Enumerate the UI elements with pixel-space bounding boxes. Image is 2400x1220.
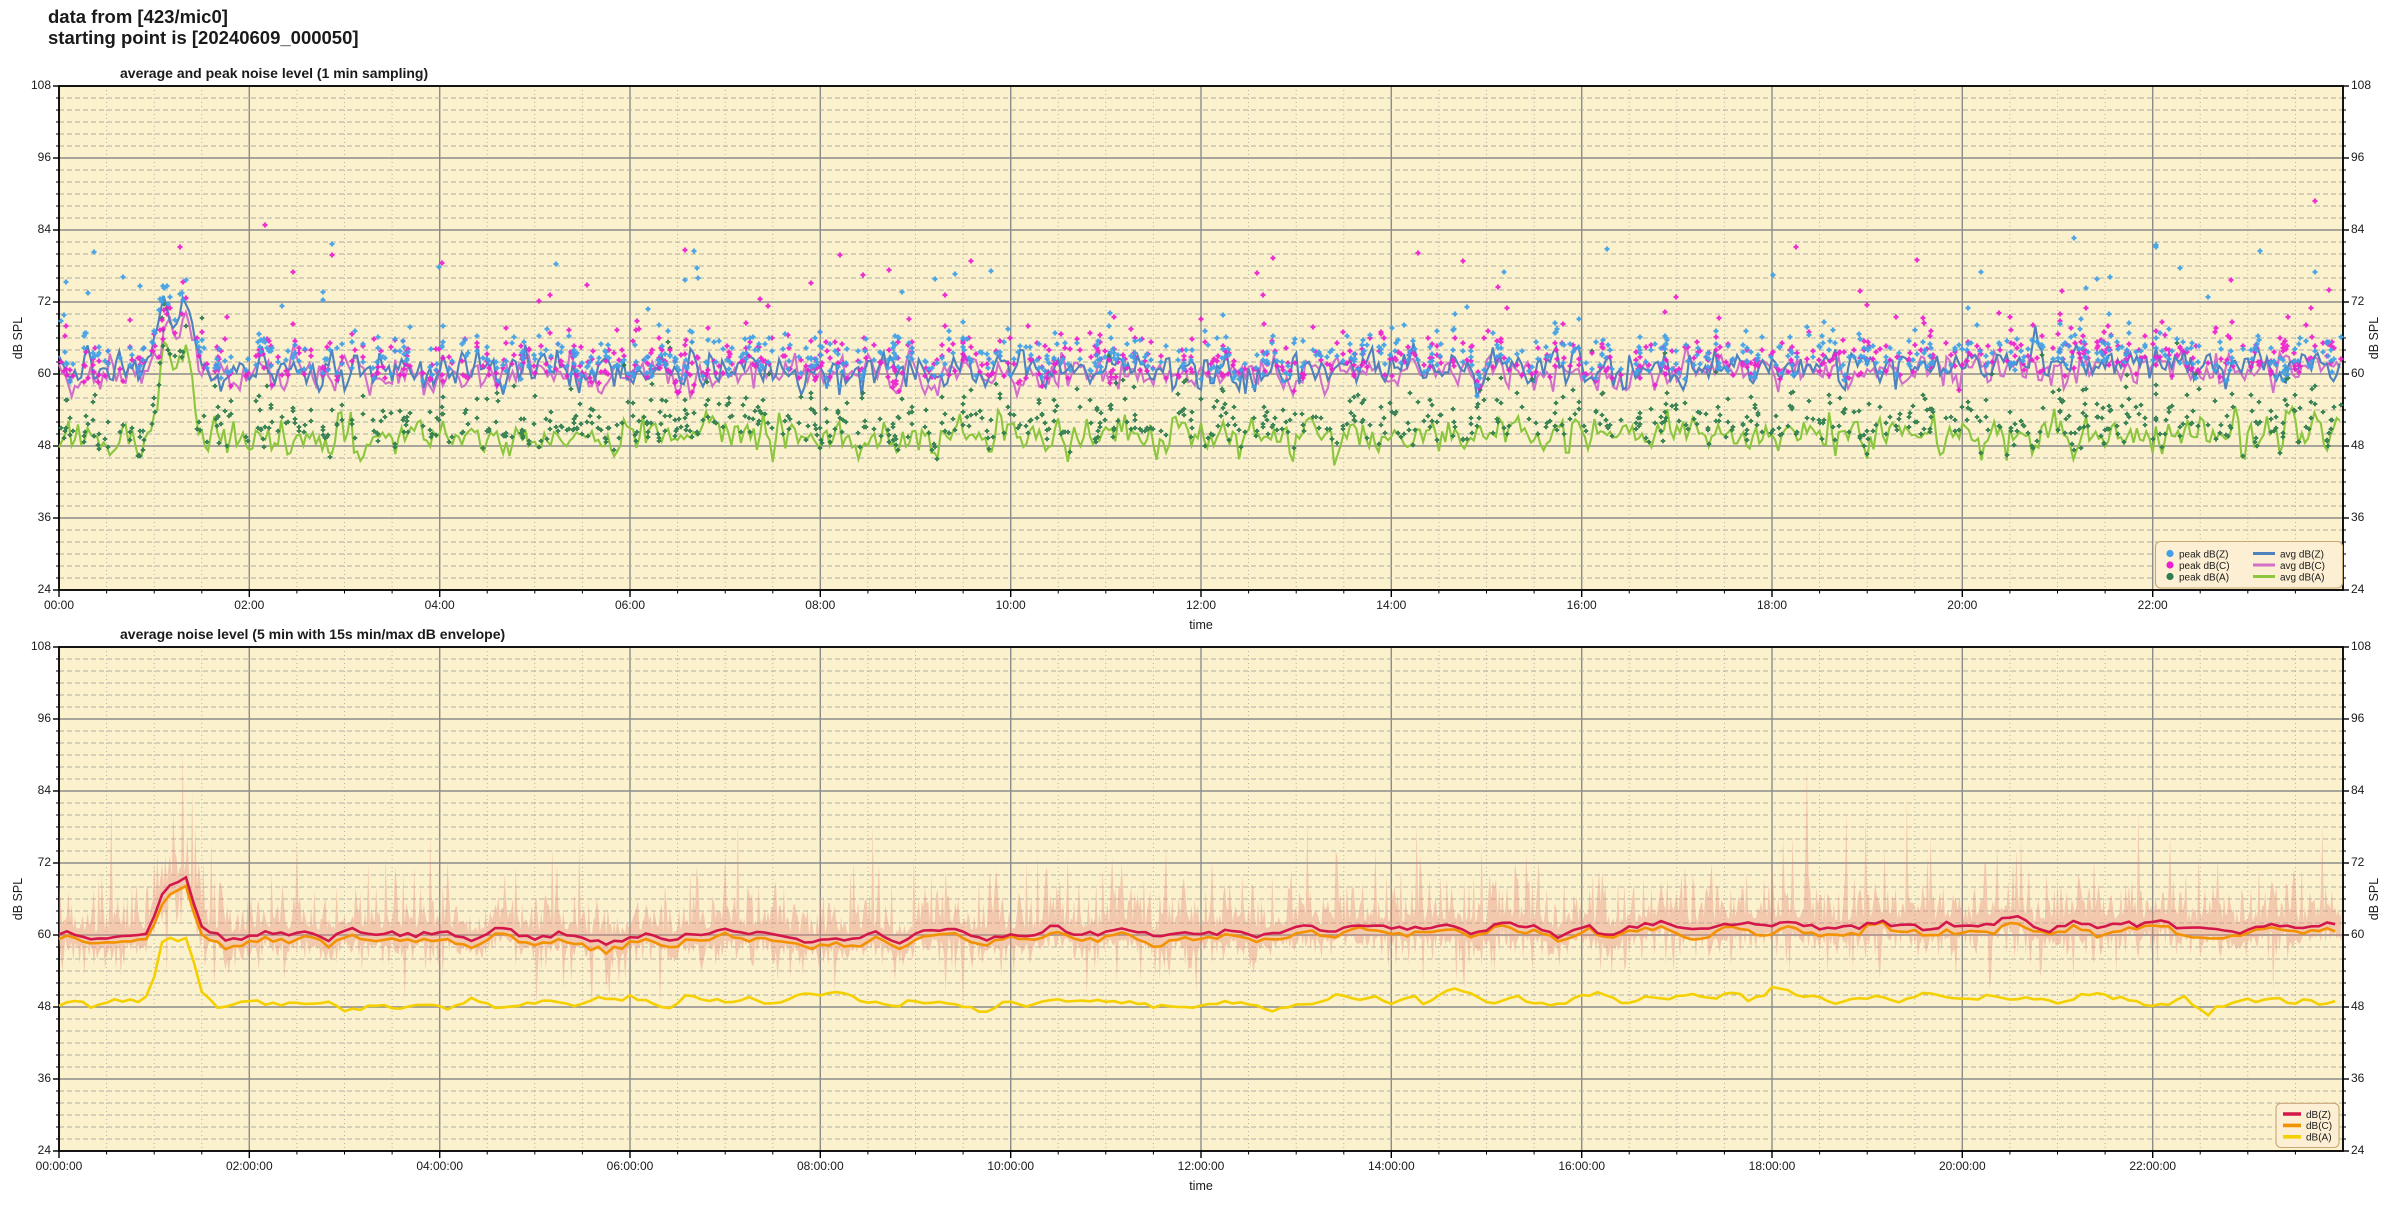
svg-text:24: 24 [38,1143,52,1157]
svg-text:108: 108 [2351,639,2371,653]
svg-text:06:00:00: 06:00:00 [607,1159,654,1173]
svg-text:96: 96 [38,711,52,725]
svg-text:108: 108 [31,78,51,92]
svg-text:dB SPL: dB SPL [11,317,25,359]
svg-text:dB(Z): dB(Z) [2306,1110,2331,1121]
svg-text:16:00:00: 16:00:00 [1558,1159,1605,1173]
svg-text:72: 72 [2351,855,2365,869]
svg-text:108: 108 [31,639,51,653]
svg-text:36: 36 [38,510,52,524]
svg-text:72: 72 [38,294,52,308]
svg-text:10:00:00: 10:00:00 [987,1159,1034,1173]
svg-text:96: 96 [2351,711,2365,725]
svg-text:peak dB(C): peak dB(C) [2179,561,2230,572]
svg-text:72: 72 [38,855,52,869]
svg-text:14:00:00: 14:00:00 [1368,1159,1415,1173]
svg-text:time: time [1189,1179,1213,1193]
svg-text:peak dB(Z): peak dB(Z) [2179,549,2228,560]
svg-text:18:00:00: 18:00:00 [1749,1159,1796,1173]
svg-text:20:00:00: 20:00:00 [1939,1159,1986,1173]
svg-text:84: 84 [2351,783,2365,797]
svg-text:72: 72 [2351,294,2365,308]
svg-text:36: 36 [2351,1071,2365,1085]
svg-text:02:00:00: 02:00:00 [226,1159,273,1173]
svg-text:dB SPL: dB SPL [2367,878,2381,920]
svg-text:108: 108 [2351,78,2371,92]
svg-text:dB SPL: dB SPL [2367,317,2381,359]
svg-text:36: 36 [38,1071,52,1085]
svg-text:60: 60 [38,927,52,941]
svg-text:avg dB(C): avg dB(C) [2280,561,2325,572]
svg-text:84: 84 [38,222,52,236]
svg-text:avg dB(A): avg dB(A) [2280,572,2324,583]
svg-text:36: 36 [2351,510,2365,524]
svg-text:84: 84 [2351,222,2365,236]
svg-text:peak dB(A): peak dB(A) [2179,572,2229,583]
svg-text:24: 24 [2351,582,2365,596]
svg-text:22:00:00: 22:00:00 [2129,1159,2176,1173]
svg-text:dB(C): dB(C) [2306,1121,2332,1132]
svg-text:dB(A): dB(A) [2306,1133,2332,1144]
svg-text:12:00:00: 12:00:00 [1178,1159,1225,1173]
svg-text:60: 60 [2351,927,2365,941]
svg-text:dB SPL: dB SPL [11,878,25,920]
svg-text:00:00:00: 00:00:00 [36,1159,83,1173]
svg-text:60: 60 [38,366,52,380]
svg-text:04:00:00: 04:00:00 [416,1159,463,1173]
svg-text:96: 96 [38,150,52,164]
svg-text:48: 48 [2351,999,2365,1013]
svg-text:08:00:00: 08:00:00 [797,1159,844,1173]
svg-text:average and peak noise level (: average and peak noise level (1 min samp… [120,65,428,81]
svg-text:60: 60 [2351,366,2365,380]
svg-text:24: 24 [38,582,52,596]
svg-text:96: 96 [2351,150,2365,164]
svg-text:48: 48 [2351,438,2365,452]
svg-text:48: 48 [38,438,52,452]
svg-text:average noise level (5 min wit: average noise level (5 min with 15s min/… [120,626,505,642]
svg-text:avg dB(Z): avg dB(Z) [2280,549,2324,560]
svg-text:48: 48 [38,999,52,1013]
svg-text:84: 84 [38,783,52,797]
svg-text:24: 24 [2351,1143,2365,1157]
